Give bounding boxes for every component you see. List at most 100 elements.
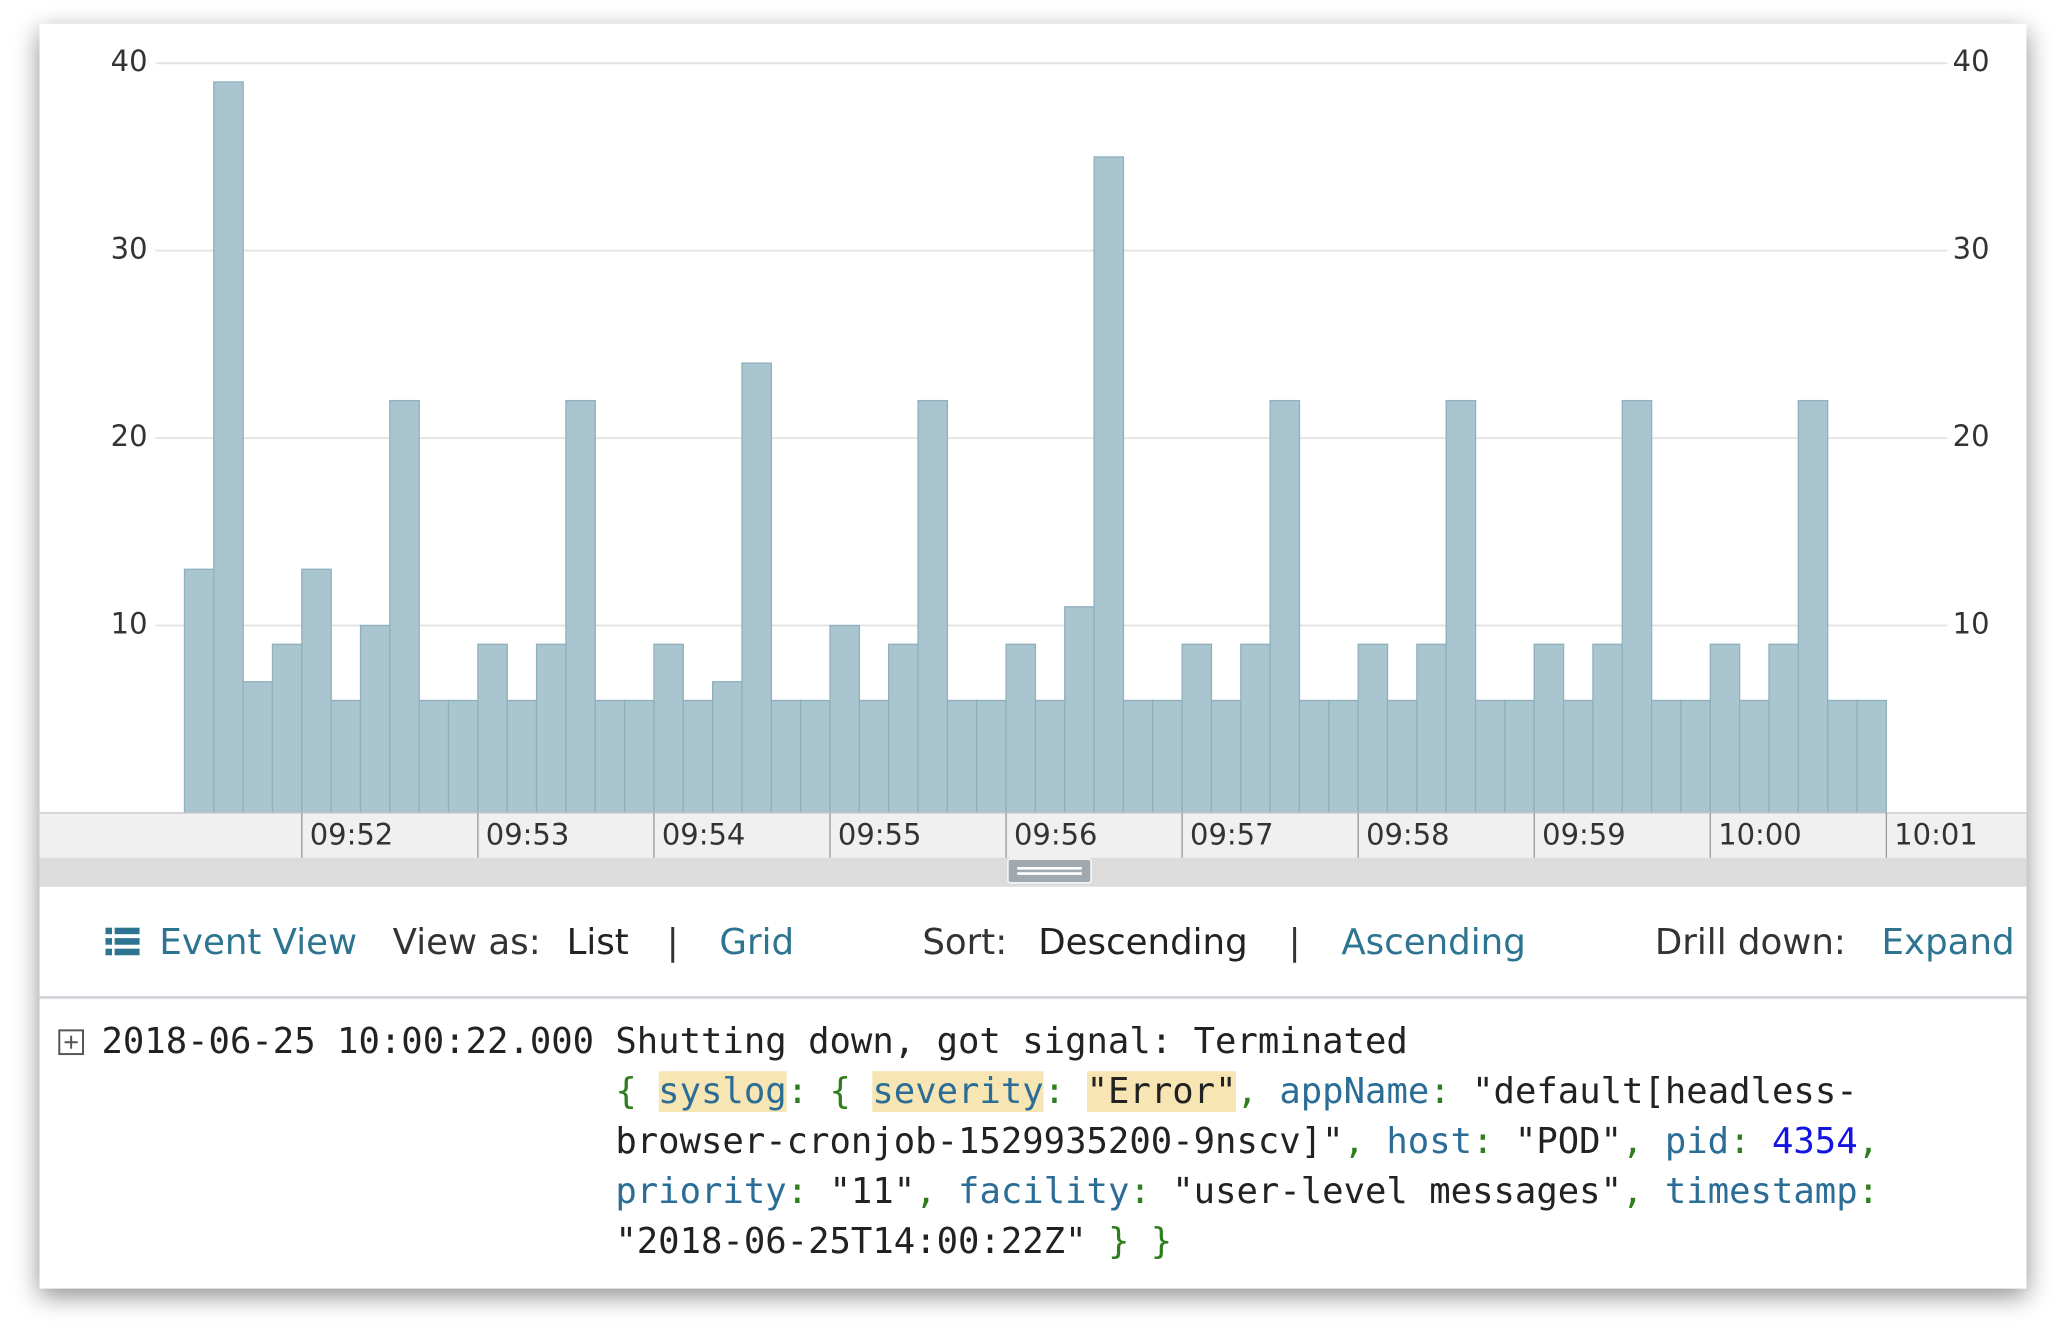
y-tick-label: 10: [111, 607, 148, 641]
json-token: {: [615, 1071, 659, 1113]
bar: [1504, 699, 1535, 814]
sort-current: Descending: [1038, 922, 1248, 964]
bar: [183, 568, 215, 814]
detail-line: priority: "11", facility: "user-level me…: [615, 1167, 1879, 1217]
json-token: :: [1729, 1121, 1772, 1163]
bar: [1034, 699, 1066, 814]
detail-line: browser-cronjob-1529935200-9nscv]", host…: [615, 1117, 1879, 1167]
event-detail: { syslog: { severity: "Error", appName: …: [615, 1067, 1879, 1267]
json-token: "default[headless-: [1472, 1071, 1858, 1113]
drill-expand[interactable]: Expand: [1881, 922, 2015, 964]
bar: [389, 399, 420, 814]
json-token: :: [1429, 1071, 1473, 1113]
bar: [741, 362, 772, 814]
json-token: :: [1043, 1071, 1087, 1113]
json-token: "11": [829, 1171, 916, 1213]
y-tick-label: 20: [111, 419, 148, 453]
json-token: "Error": [1086, 1071, 1237, 1113]
bar: [946, 699, 978, 814]
bar: [271, 643, 303, 814]
bar: [976, 699, 1007, 814]
bar: [1386, 699, 1418, 814]
separator: |: [1288, 922, 1301, 964]
card: 10 10 20 20 30 30 40 40 09:52 09:53 09:54 09:55 09:…: [39, 23, 2027, 1289]
bar: [1856, 699, 1888, 814]
detail-line: { syslog: { severity: "Error", appName: …: [615, 1067, 1879, 1117]
json-token: syslog: [658, 1071, 787, 1113]
json-token: "POD": [1514, 1121, 1623, 1163]
x-tick-label: 09:53: [486, 818, 569, 852]
chart: 10 10 20 20 30 30 40 40 09:52 09:53 09:54 09:55 09:…: [39, 44, 2027, 887]
bar: [213, 81, 244, 814]
json-token: :: [1129, 1171, 1173, 1213]
range-handle[interactable]: [1007, 858, 1092, 884]
bar: [330, 699, 362, 814]
bar: [1357, 643, 1389, 814]
bar: [1181, 643, 1213, 814]
sort-label: Sort:: [922, 922, 1008, 964]
json-token: :: [1472, 1121, 1515, 1163]
x-tick-label: 09:59: [1542, 818, 1625, 852]
view-label: View as:: [392, 922, 541, 964]
view-grid[interactable]: Grid: [719, 922, 795, 964]
json-token: ,: [1622, 1121, 1665, 1163]
x-tick-label: 09:52: [310, 818, 393, 852]
bar: [1005, 643, 1037, 814]
bar: [1680, 699, 1711, 814]
toolbar: [40, 887, 2027, 998]
bar: [770, 699, 802, 814]
bar: [623, 699, 655, 814]
bar: [1797, 399, 1829, 814]
json-token: priority: [615, 1171, 787, 1213]
bar: [653, 643, 684, 814]
bar: [506, 699, 538, 814]
bar: [1269, 399, 1301, 814]
bar: [477, 643, 508, 814]
bar: [565, 399, 596, 814]
bar: [1240, 643, 1271, 814]
separator: |: [666, 922, 679, 964]
x-tick-label: 09:55: [838, 818, 921, 852]
event-view-icon: [105, 927, 140, 956]
drill-label: Drill down:: [1654, 922, 1846, 964]
json-token: host: [1386, 1121, 1473, 1163]
y-tick-label: 30: [111, 232, 148, 266]
bar: [1298, 699, 1330, 814]
json-token: ,: [1236, 1071, 1280, 1113]
bar: [800, 699, 831, 814]
x-tick-label: 10:01: [1894, 818, 1977, 852]
event-message: Shutting down, got signal: Terminated: [615, 1021, 1408, 1062]
json-token: browser-cronjob-1529935200-9nscv]": [615, 1121, 1344, 1163]
bar: [1533, 643, 1565, 814]
bar: [535, 643, 567, 814]
bar: [1474, 699, 1506, 814]
view-current: List: [566, 922, 629, 964]
json-token: facility: [958, 1171, 1130, 1213]
bar: [1768, 643, 1799, 814]
bar: [682, 699, 714, 814]
bar: [917, 399, 949, 814]
bar: [242, 681, 274, 814]
bar: [1328, 699, 1359, 814]
bar: [1093, 156, 1125, 814]
bar: [1152, 699, 1183, 814]
bar: [1621, 399, 1653, 814]
bar: [359, 624, 391, 814]
json-token: severity: [872, 1071, 1044, 1113]
bar: [1592, 643, 1623, 814]
json-token: appName: [1279, 1071, 1430, 1113]
json-token: timestamp: [1664, 1171, 1858, 1213]
expand-event-icon[interactable]: [58, 1029, 84, 1056]
json-token: ,: [915, 1171, 959, 1213]
json-token: : {: [786, 1071, 873, 1113]
bar: [301, 568, 332, 814]
bar: [888, 643, 919, 814]
bar: [1445, 399, 1477, 814]
bar: [1122, 699, 1154, 814]
event-view-title: Event View: [159, 922, 358, 964]
bar: [594, 699, 626, 814]
sort-ascending[interactable]: Ascending: [1341, 922, 1526, 964]
bar: [1709, 643, 1741, 814]
